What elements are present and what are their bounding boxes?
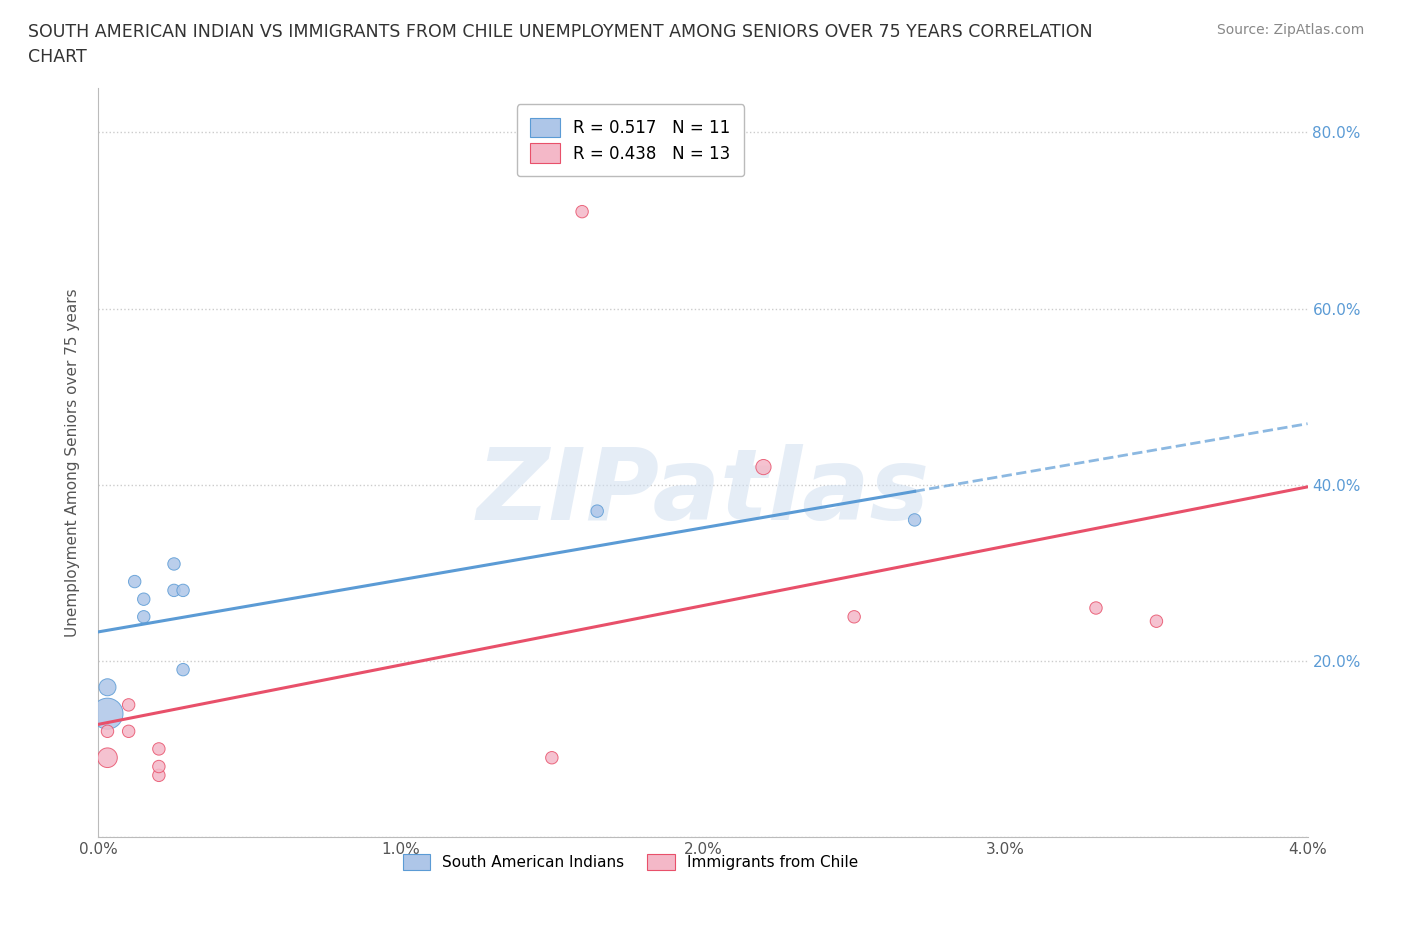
Y-axis label: Unemployment Among Seniors over 75 years: Unemployment Among Seniors over 75 years — [65, 288, 80, 637]
Point — [148, 741, 170, 756]
Point — [904, 512, 927, 527]
Point — [96, 680, 118, 695]
Point — [96, 706, 118, 721]
Point — [124, 574, 146, 589]
Point — [540, 751, 562, 765]
Point — [148, 768, 170, 783]
Point — [118, 724, 141, 738]
Point — [844, 609, 866, 624]
Text: ZIPatlas: ZIPatlas — [477, 445, 929, 541]
Point — [163, 583, 186, 598]
Point — [148, 759, 170, 774]
Point — [172, 583, 194, 598]
Point — [1146, 614, 1168, 629]
Point — [118, 698, 141, 712]
Text: CHART: CHART — [28, 48, 87, 66]
Point — [571, 205, 593, 219]
Point — [132, 591, 155, 606]
Text: Source: ZipAtlas.com: Source: ZipAtlas.com — [1216, 23, 1364, 37]
Point — [96, 724, 118, 738]
Point — [163, 556, 186, 571]
Point — [132, 609, 155, 624]
Legend: South American Indians, Immigrants from Chile: South American Indians, Immigrants from … — [395, 846, 866, 878]
Point — [586, 504, 609, 519]
Point — [96, 751, 118, 765]
Point — [1085, 601, 1108, 616]
Point — [172, 662, 194, 677]
Text: SOUTH AMERICAN INDIAN VS IMMIGRANTS FROM CHILE UNEMPLOYMENT AMONG SENIORS OVER 7: SOUTH AMERICAN INDIAN VS IMMIGRANTS FROM… — [28, 23, 1092, 41]
Point — [752, 459, 775, 474]
